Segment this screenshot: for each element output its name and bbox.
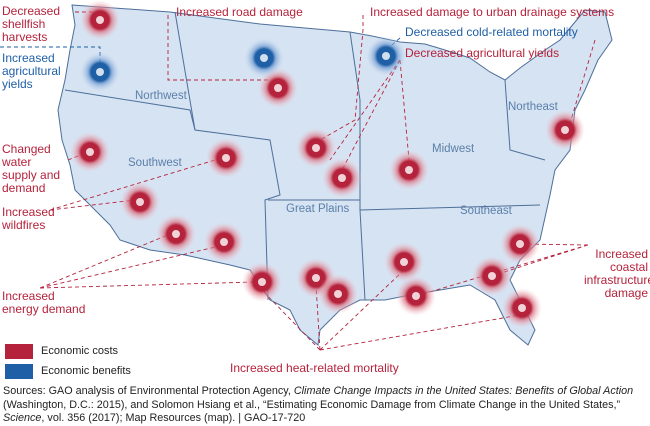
source-text: Climate Change Impacts in the United Sta… (293, 385, 634, 397)
icon-glyph (258, 278, 266, 286)
icon-glyph (382, 52, 390, 60)
region-label: Southeast (460, 205, 512, 217)
icon-glyph (488, 272, 496, 280)
legend-label: Economic benefits (41, 365, 131, 377)
icon-glyph (412, 292, 420, 300)
legend-label: Economic costs (41, 345, 119, 357)
impact-label: Decreased agricultural yields (405, 46, 560, 60)
impact-label: Decreased cold-related mortality (405, 25, 578, 39)
impact-label: Increased heat-related mortality (230, 361, 399, 375)
icon-glyph (86, 148, 94, 156)
impact-label: Decreased shellfish harvests (2, 4, 61, 44)
icon-glyph (96, 16, 104, 24)
icon-glyph (172, 230, 180, 238)
region-label: Midwest (432, 143, 475, 155)
region-label: Northwest (135, 90, 187, 102)
impact-label: Increased energy demand (2, 289, 86, 316)
impact-label: Increased coastal infrastructure damage (584, 247, 650, 300)
icon-glyph (222, 154, 230, 162)
icon-glyph (518, 304, 526, 312)
source-text: Science (3, 412, 42, 424)
source-note: Sources: GAO analysis of Environmental P… (3, 385, 649, 426)
icon-glyph (312, 274, 320, 282)
icon-glyph (274, 84, 282, 92)
icon-glyph (516, 240, 524, 248)
icon-glyph (405, 166, 413, 174)
impact-label: Increased damage to urban drainage syste… (370, 5, 615, 19)
source-text: Sources: GAO analysis of Environmental P… (3, 385, 294, 397)
impact-label: Increased agricultural yields (2, 51, 61, 91)
legend-swatch (5, 344, 33, 359)
region-label: Northeast (508, 101, 558, 113)
icon-glyph (334, 290, 342, 298)
region-label: Great Plains (286, 203, 350, 215)
region-borders (64, 11, 546, 301)
source-text: , vol. 356 (2017); Map Resources (map). … (41, 412, 306, 424)
icon-glyph (220, 238, 228, 246)
icon-glyph (561, 126, 569, 134)
impact-label: Increased road damage (176, 5, 303, 19)
impact-label: Changed water supply and demand (2, 142, 61, 195)
icon-glyph (96, 68, 104, 76)
region-label: Southwest (128, 157, 182, 169)
icon-glyph (312, 144, 320, 152)
icon-glyph (338, 174, 346, 182)
source-text: (Washington, D.C.: 2015), and Solomon Hs… (3, 398, 621, 411)
impact-label: Increased wildfires (2, 205, 55, 232)
icon-glyph (400, 258, 408, 266)
icon-glyph (260, 54, 268, 62)
legend-swatch (5, 364, 33, 379)
icons (70, 0, 585, 328)
icon-glyph (136, 198, 144, 206)
